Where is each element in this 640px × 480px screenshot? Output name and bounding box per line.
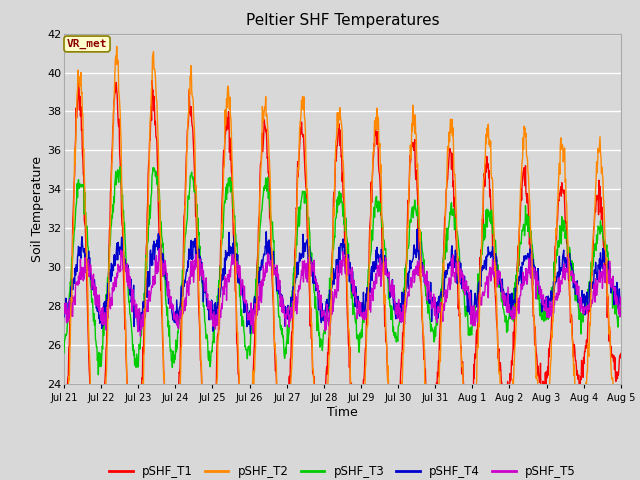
pSHF_T2 [113, 44, 120, 49]
pSHF_T3 [60, 350, 68, 356]
Title: Peltier SHF Temperatures: Peltier SHF Temperatures [246, 13, 439, 28]
Line: pSHF_T1: pSHF_T1 [64, 81, 621, 480]
pSHF_T2 [617, 397, 625, 403]
Line: pSHF_T3: pSHF_T3 [64, 167, 621, 375]
pSHF_T2 [122, 339, 130, 345]
Line: pSHF_T4: pSHF_T4 [64, 229, 621, 334]
pSHF_T4 [413, 226, 421, 232]
pSHF_T2 [148, 85, 156, 91]
pSHF_T4 [554, 270, 561, 276]
Legend: pSHF_T1, pSHF_T2, pSHF_T3, pSHF_T4, pSHF_T5: pSHF_T1, pSHF_T2, pSHF_T3, pSHF_T4, pSHF… [104, 461, 580, 480]
pSHF_T1 [554, 206, 562, 212]
pSHF_T2 [554, 204, 561, 210]
pSHF_T5 [554, 295, 562, 300]
pSHF_T1 [147, 104, 155, 109]
pSHF_T3 [554, 252, 561, 258]
pSHF_T4 [554, 270, 562, 276]
pSHF_T3 [495, 283, 503, 288]
pSHF_T2 [495, 372, 503, 377]
pSHF_T5 [136, 333, 144, 339]
pSHF_T4 [121, 256, 129, 262]
pSHF_T5 [400, 306, 408, 312]
pSHF_T4 [60, 314, 68, 320]
pSHF_T2 [400, 349, 408, 355]
pSHF_T3 [148, 191, 156, 196]
pSHF_T2 [554, 195, 562, 201]
pSHF_T4 [399, 302, 407, 308]
pSHF_T1 [495, 369, 503, 375]
pSHF_T5 [147, 289, 155, 295]
pSHF_T4 [617, 300, 625, 305]
pSHF_T5 [495, 275, 503, 281]
pSHF_T1 [617, 351, 625, 357]
pSHF_T1 [60, 443, 68, 449]
pSHF_T5 [554, 294, 561, 300]
pSHF_T2 [60, 471, 68, 477]
pSHF_T3 [617, 305, 625, 311]
pSHF_T3 [95, 372, 102, 378]
Line: pSHF_T2: pSHF_T2 [64, 47, 621, 480]
pSHF_T1 [122, 317, 129, 323]
pSHF_T1 [554, 218, 561, 224]
pSHF_T4 [147, 247, 154, 253]
pSHF_T3 [122, 253, 130, 259]
pSHF_T5 [121, 267, 129, 273]
pSHF_T1 [148, 78, 156, 84]
pSHF_T3 [400, 286, 408, 292]
pSHF_T5 [156, 246, 163, 252]
pSHF_T3 [116, 164, 124, 169]
pSHF_T4 [246, 331, 254, 336]
pSHF_T5 [60, 311, 68, 317]
pSHF_T1 [400, 321, 408, 326]
pSHF_T3 [554, 239, 562, 244]
X-axis label: Time: Time [327, 406, 358, 419]
Y-axis label: Soil Temperature: Soil Temperature [31, 156, 44, 262]
Line: pSHF_T5: pSHF_T5 [64, 249, 621, 336]
pSHF_T4 [495, 275, 503, 280]
pSHF_T5 [617, 301, 625, 307]
Text: VR_met: VR_met [67, 39, 108, 49]
